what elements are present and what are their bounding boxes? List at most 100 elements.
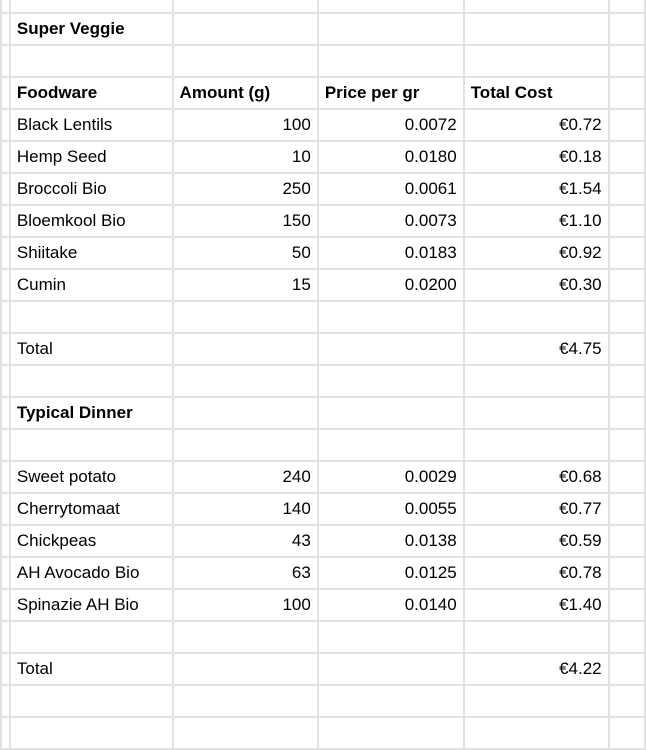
- cell-b[interactable]: 140: [171, 492, 319, 526]
- row-stub-cell[interactable]: [0, 236, 11, 270]
- cell-a[interactable]: Chickpeas: [8, 524, 174, 558]
- cell-d[interactable]: €0.77: [462, 492, 610, 526]
- cell-b[interactable]: [171, 652, 319, 686]
- cell-c[interactable]: 0.0073: [316, 204, 465, 238]
- cell-b[interactable]: 63: [171, 556, 319, 590]
- cell-b[interactable]: 15: [171, 268, 319, 302]
- cell-a[interactable]: [8, 0, 174, 14]
- cell-c[interactable]: Price per gr: [316, 76, 465, 110]
- row-stub-cell[interactable]: [0, 204, 11, 238]
- row-stub-cell[interactable]: [0, 396, 11, 430]
- cell-c[interactable]: [316, 364, 465, 398]
- cell-a[interactable]: [8, 716, 174, 750]
- cell-a[interactable]: [8, 428, 174, 462]
- row-stub-cell[interactable]: [0, 556, 11, 590]
- cell-a[interactable]: Total: [8, 652, 174, 686]
- cell-d[interactable]: €0.92: [462, 236, 610, 270]
- cell-c[interactable]: 0.0183: [316, 236, 465, 270]
- cell-b[interactable]: 100: [171, 108, 319, 142]
- row-stub-cell[interactable]: [0, 268, 11, 302]
- cell-e[interactable]: [607, 716, 646, 750]
- cell-d[interactable]: €0.18: [462, 140, 610, 174]
- row-stub-cell[interactable]: [0, 460, 11, 494]
- cell-a[interactable]: [8, 44, 174, 78]
- cell-e[interactable]: [607, 108, 646, 142]
- cell-d[interactable]: €1.54: [462, 172, 610, 206]
- cell-a[interactable]: Hemp Seed: [8, 140, 174, 174]
- cell-c[interactable]: [316, 332, 465, 366]
- cell-d[interactable]: €1.10: [462, 204, 610, 238]
- cell-b[interactable]: [171, 12, 319, 46]
- cell-d[interactable]: €1.40: [462, 588, 610, 622]
- row-stub-cell[interactable]: [0, 364, 11, 398]
- cell-c[interactable]: [316, 428, 465, 462]
- cell-e[interactable]: [607, 204, 646, 238]
- cell-b[interactable]: 150: [171, 204, 319, 238]
- row-stub-cell[interactable]: [0, 428, 11, 462]
- cell-c[interactable]: [316, 652, 465, 686]
- cell-c[interactable]: 0.0061: [316, 172, 465, 206]
- cell-e[interactable]: [607, 332, 646, 366]
- cell-e[interactable]: [607, 524, 646, 558]
- cell-c[interactable]: 0.0140: [316, 588, 465, 622]
- cell-d[interactable]: [462, 396, 610, 430]
- cell-b[interactable]: [171, 428, 319, 462]
- cell-c[interactable]: 0.0180: [316, 140, 465, 174]
- cell-a[interactable]: Broccoli Bio: [8, 172, 174, 206]
- cell-e[interactable]: [607, 300, 646, 334]
- row-stub-cell[interactable]: [0, 0, 11, 14]
- cell-e[interactable]: [607, 172, 646, 206]
- cell-a[interactable]: AH Avocado Bio: [8, 556, 174, 590]
- cell-e[interactable]: [607, 556, 646, 590]
- cell-b[interactable]: [171, 332, 319, 366]
- cell-c[interactable]: [316, 12, 465, 46]
- row-stub-cell[interactable]: [0, 684, 11, 718]
- row-stub-cell[interactable]: [0, 76, 11, 110]
- cell-c[interactable]: [316, 620, 465, 654]
- row-stub-cell[interactable]: [0, 140, 11, 174]
- cell-e[interactable]: [607, 76, 646, 110]
- cell-a[interactable]: [8, 684, 174, 718]
- cell-e[interactable]: [607, 236, 646, 270]
- cell-a[interactable]: Typical Dinner: [8, 396, 174, 430]
- row-stub-cell[interactable]: [0, 108, 11, 142]
- row-stub-cell[interactable]: [0, 492, 11, 526]
- cell-a[interactable]: Total: [8, 332, 174, 366]
- cell-a[interactable]: Cumin: [8, 268, 174, 302]
- cell-c[interactable]: [316, 44, 465, 78]
- cell-b[interactable]: 250: [171, 172, 319, 206]
- cell-e[interactable]: [607, 684, 646, 718]
- cell-e[interactable]: [607, 492, 646, 526]
- cell-b[interactable]: [171, 620, 319, 654]
- cell-b[interactable]: [171, 364, 319, 398]
- cell-c[interactable]: [316, 0, 465, 14]
- cell-d[interactable]: [462, 364, 610, 398]
- cell-e[interactable]: [607, 44, 646, 78]
- cell-c[interactable]: 0.0029: [316, 460, 465, 494]
- cell-b[interactable]: 100: [171, 588, 319, 622]
- cell-c[interactable]: [316, 396, 465, 430]
- row-stub-cell[interactable]: [0, 172, 11, 206]
- cell-d[interactable]: €0.68: [462, 460, 610, 494]
- cell-b[interactable]: Amount (g): [171, 76, 319, 110]
- cell-b[interactable]: [171, 300, 319, 334]
- cell-d[interactable]: [462, 716, 610, 750]
- row-stub-cell[interactable]: [0, 12, 11, 46]
- cell-a[interactable]: Black Lentils: [8, 108, 174, 142]
- cell-b[interactable]: [171, 684, 319, 718]
- cell-c[interactable]: [316, 684, 465, 718]
- row-stub-cell[interactable]: [0, 300, 11, 334]
- cell-e[interactable]: [607, 428, 646, 462]
- cell-b[interactable]: [171, 716, 319, 750]
- row-stub-cell[interactable]: [0, 716, 11, 750]
- cell-e[interactable]: [607, 588, 646, 622]
- cell-a[interactable]: Super Veggie: [8, 12, 174, 46]
- cell-e[interactable]: [607, 396, 646, 430]
- cell-d[interactable]: €0.78: [462, 556, 610, 590]
- row-stub-cell[interactable]: [0, 652, 11, 686]
- cell-e[interactable]: [607, 268, 646, 302]
- cell-c[interactable]: 0.0072: [316, 108, 465, 142]
- cell-e[interactable]: [607, 0, 646, 14]
- cell-b[interactable]: 43: [171, 524, 319, 558]
- cell-a[interactable]: [8, 620, 174, 654]
